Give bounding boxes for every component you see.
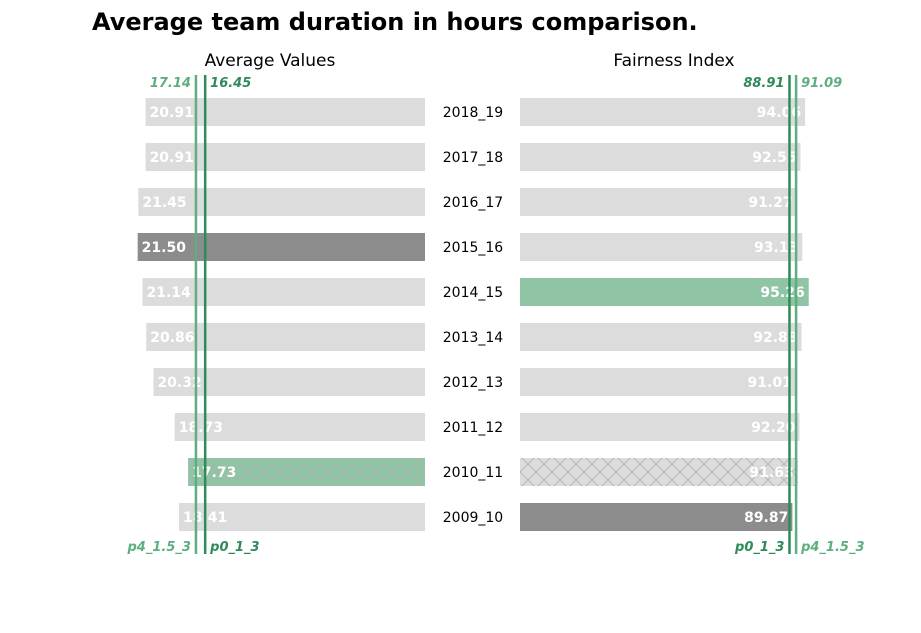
category-label: 2013_14: [443, 330, 504, 346]
reference-name-label: p0_1_3: [209, 540, 259, 555]
bar: [174, 413, 425, 441]
panel-title: Fairness Index: [613, 51, 734, 71]
bar: [520, 143, 801, 171]
category-label: 2009_10: [443, 510, 503, 526]
bar-value-label: 92.55: [752, 150, 796, 166]
reference-value-label: 91.09: [801, 76, 842, 91]
bar: [520, 458, 798, 486]
bar: [178, 503, 425, 531]
bar-value-label: 91.01: [748, 375, 792, 391]
bar-value-label: 21.45: [142, 195, 186, 211]
bar: [520, 278, 809, 306]
bar: [145, 143, 426, 171]
bar: [520, 188, 797, 216]
category-label: 2011_12: [443, 420, 503, 436]
bar: [520, 503, 793, 531]
bar-value-label: 21.50: [142, 240, 187, 256]
bar-value-label: 89.87: [744, 510, 788, 526]
bar-value-label: 94.06: [757, 105, 801, 121]
bar-value-label: 20.86: [150, 330, 194, 346]
bar: [153, 368, 425, 396]
bar-value-label: 17.73: [192, 465, 236, 481]
bar-value-label: 92.20: [751, 420, 796, 436]
bar: [142, 278, 425, 306]
bar-value-label: 21.14: [146, 285, 191, 301]
reference-value-label: 16.45: [210, 76, 251, 91]
category-label: 2016_17: [443, 195, 503, 211]
bar: [137, 233, 425, 261]
bar: [520, 323, 802, 351]
bar: [188, 458, 425, 486]
bar: [138, 188, 425, 216]
bar: [520, 233, 803, 261]
category-label: 2010_11: [443, 465, 503, 481]
bar-value-label: 20.32: [157, 375, 201, 391]
category-label: 2014_15: [443, 285, 503, 301]
bar-value-label: 91.27: [748, 195, 792, 211]
category-label: 2012_13: [443, 375, 503, 391]
bar: [146, 323, 425, 351]
category-label: 2018_19: [443, 105, 503, 121]
reference-name-label: p0_1_3: [734, 540, 784, 555]
bar-value-label: 20.91: [150, 150, 194, 166]
bar-value-label: 95.26: [760, 285, 804, 301]
reference-value-label: 88.91: [743, 76, 784, 91]
bar: [520, 98, 806, 126]
bar: [145, 98, 426, 126]
bar-value-label: 20.91: [150, 105, 194, 121]
bar-value-label: 91.63: [749, 465, 793, 481]
bar: [520, 368, 796, 396]
bar-value-label: 92.88: [753, 330, 797, 346]
bar: [520, 413, 800, 441]
reference-value-label: 17.14: [150, 76, 191, 91]
category-label: 2017_18: [443, 150, 503, 166]
bar-value-label: 93.13: [754, 240, 798, 256]
category-label: 2015_16: [443, 240, 504, 256]
bar-value-label: 18.73: [179, 420, 223, 436]
chart-title: Average team duration in hours compariso…: [92, 8, 698, 36]
reference-name-label: p4_1.5_3: [127, 540, 191, 555]
panel-title: Average Values: [205, 51, 336, 71]
reference-name-label: p4_1.5_3: [800, 540, 864, 555]
